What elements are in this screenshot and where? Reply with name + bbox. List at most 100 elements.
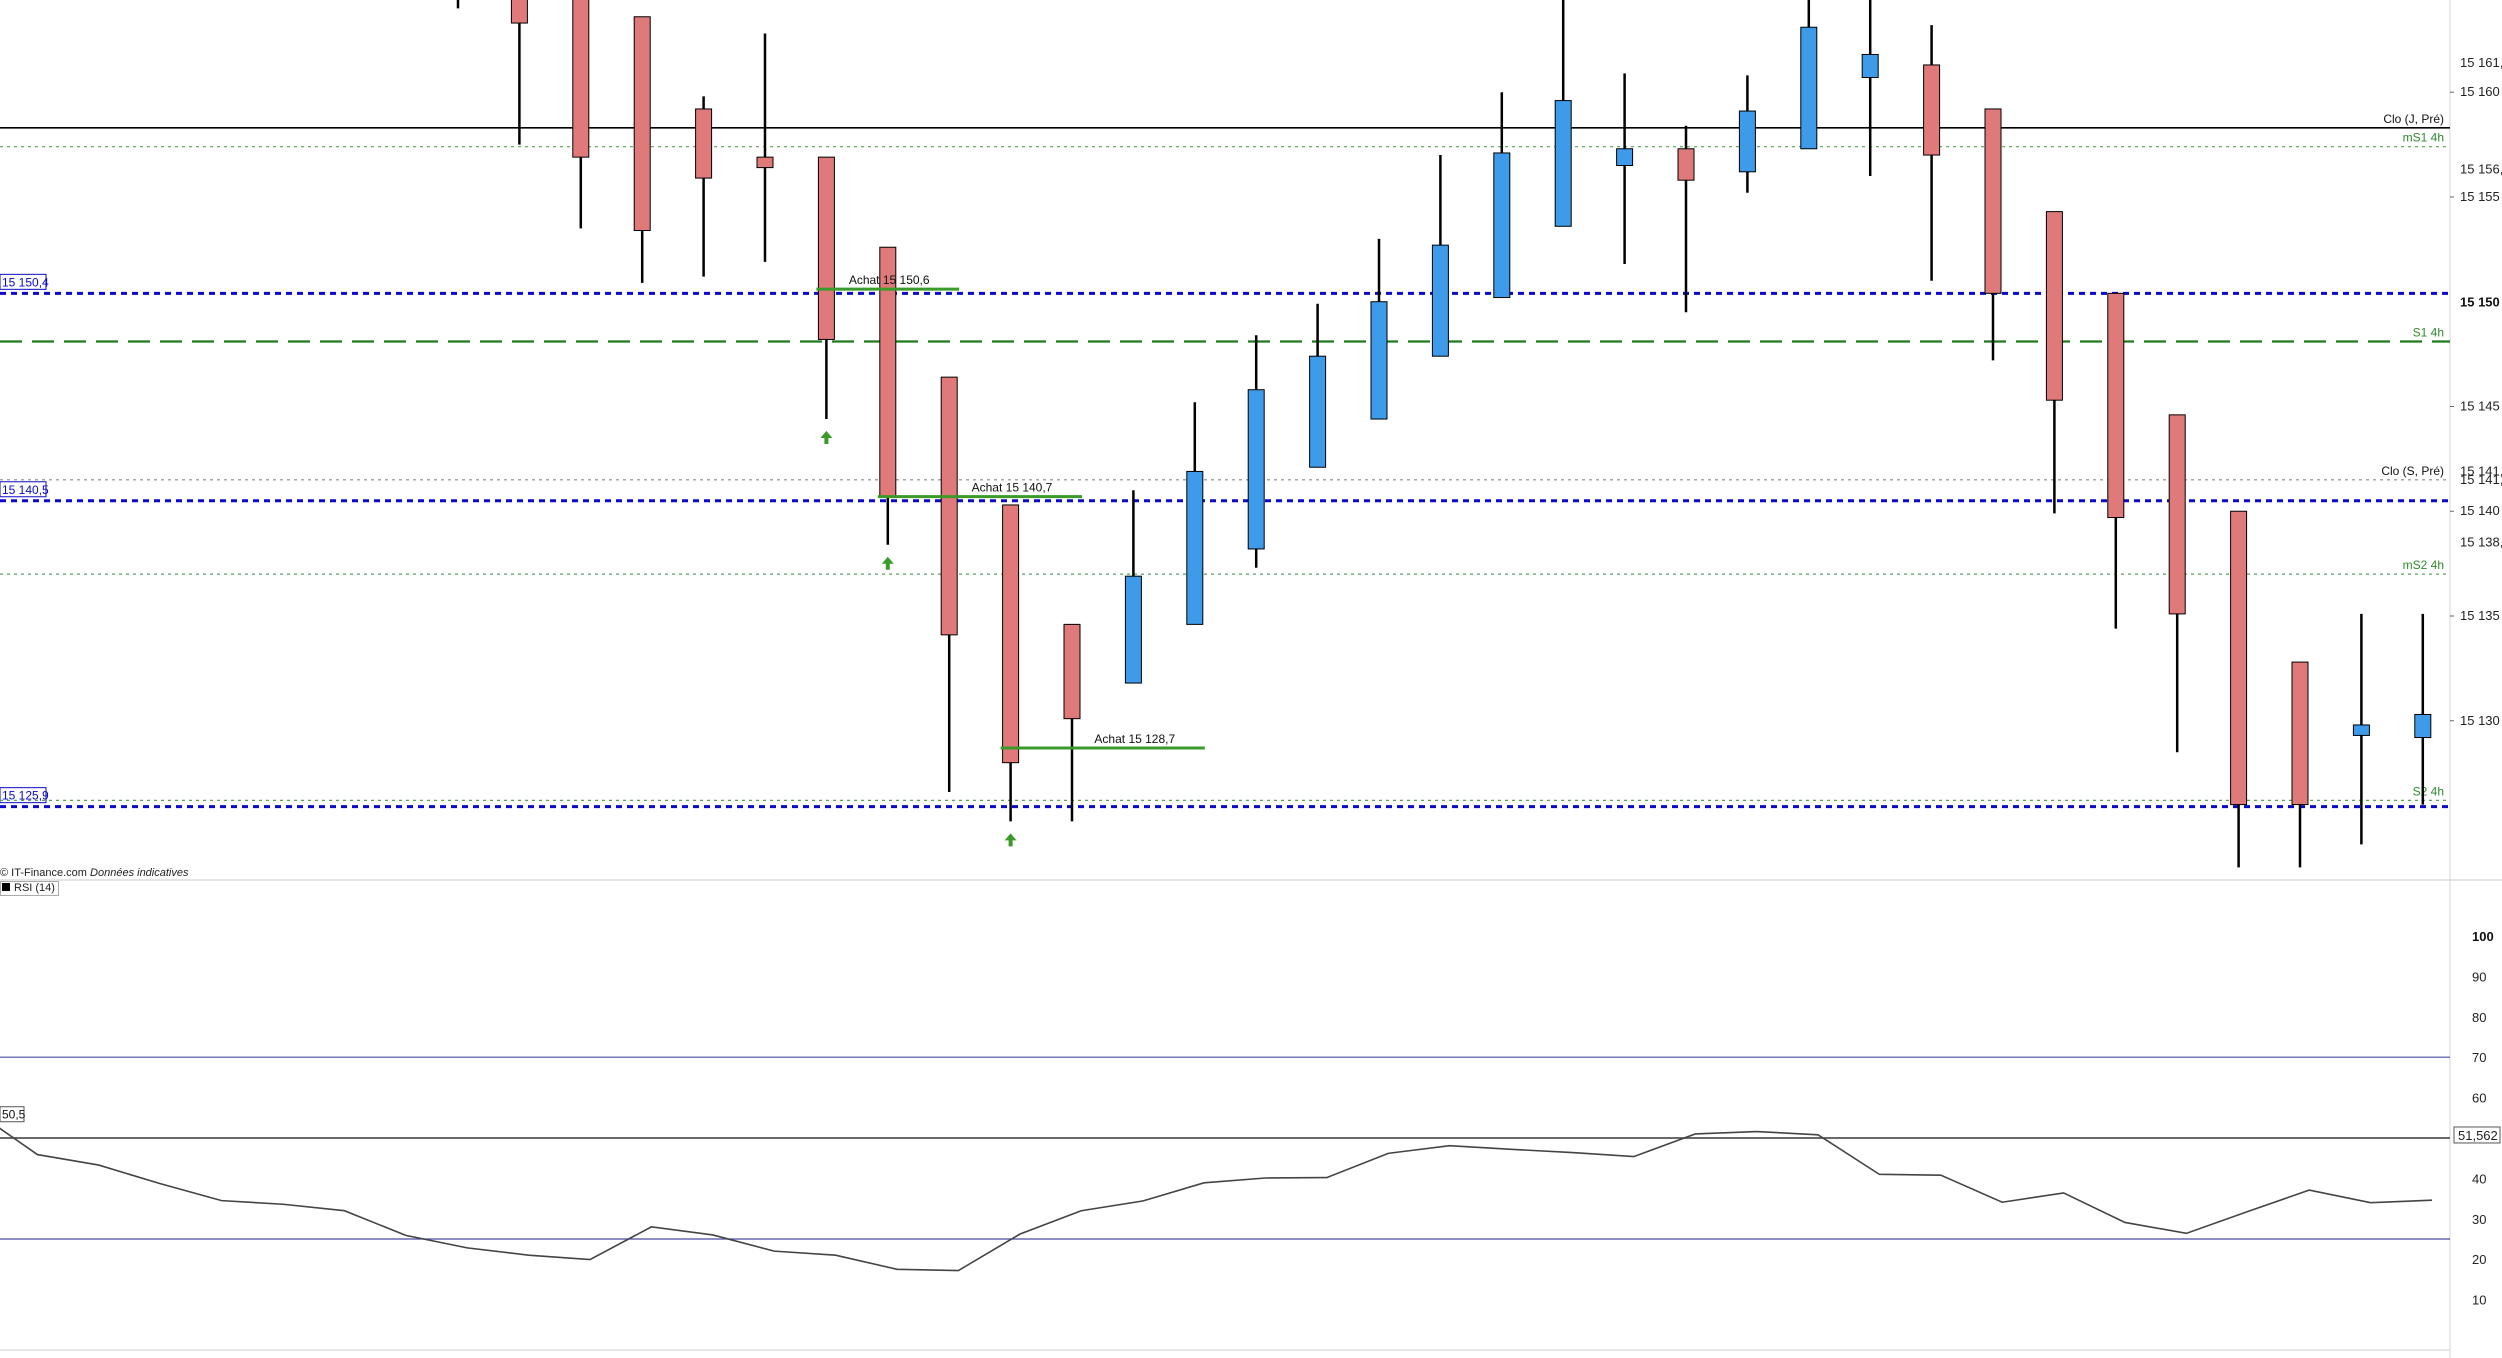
candle-body [756,156,774,169]
price-tick-label: 15 140 [2460,503,2500,518]
candle-bearish [940,376,958,792]
candle-body [817,156,835,340]
candle-body [1247,389,1265,550]
candle-body [1861,53,1879,79]
rsi-tick-label: 70 [2472,1050,2486,1065]
rsi-legend: RSI (14) [0,881,59,896]
candle-body [1063,623,1081,720]
rsi-tick-label: 30 [2472,1212,2486,1227]
candle-bullish [1738,75,1756,193]
candle-body [2045,211,2063,401]
candle-bearish [695,96,713,277]
price-tick-label: 15 155 [2460,189,2500,204]
rsi-tick-label: 90 [2472,969,2486,984]
candle-body [510,0,528,24]
candle-bullish [2352,613,2370,845]
candle-body [2352,724,2370,736]
candle-body [1370,301,1388,420]
candle-body [633,16,651,231]
candle-bullish [1370,238,1388,420]
rsi-legend-label: RSI (14) [14,882,55,894]
candle-body [1554,100,1572,227]
rsi-current-tag: 51,562 [2458,1128,2498,1143]
candle-body [695,108,713,179]
rsi-line [0,1127,2433,1272]
level-tag-label: 15 125,9 [2,789,49,803]
candle-bearish [2230,510,2248,868]
candle-body [1124,575,1142,684]
price-tick-label: 15 160 [2460,84,2500,99]
price-tag-label: 15 141,5 [2460,472,2502,487]
buy-order-label: Achat 15 128,7 [1094,732,1175,746]
price-tick-label: 15 135 [2460,608,2500,623]
level-label: Clo (S, Pré) [2381,464,2444,478]
rsi-legend-swatch [2,883,10,891]
candle-body [2230,510,2248,806]
price-tag-label: 15 156,3 [2460,162,2502,177]
candle-body [572,0,590,158]
credit-disclaimer: Données indicatives [90,867,189,879]
candle-bullish [1247,335,1265,568]
candle-bearish [1002,504,1020,822]
level-label: mS2 4h [2403,558,2444,572]
candle-bearish [1984,108,2002,361]
candle-body [2414,713,2432,739]
candle-bullish [1861,0,1879,176]
rsi-start-tag-box [0,1106,25,1123]
price-tag-label: 15 138,5 [2460,535,2502,550]
candle-bullish [1554,0,1572,227]
level-tag-box [0,273,47,290]
candle-bullish [1186,402,1204,625]
candle-bullish [1431,155,1449,357]
level-label: S2 4h [2413,784,2444,798]
price-tag-label: 15 141,9 [2460,463,2502,478]
candle-bearish [1923,25,1941,281]
buy-order-label: Achat 15 140,7 [972,481,1053,495]
rsi-start-tag: 50,5 [2,1108,26,1122]
price-tick-label-bold: 15 150 [2460,295,2500,310]
candle-bearish [2045,211,2063,514]
credit-notice: © IT-Finance.com Données indicatives [0,867,188,879]
level-tag-box [0,787,47,804]
rsi-tick-label: 20 [2472,1252,2486,1267]
candle-bearish [572,0,590,229]
candle-bearish [2168,414,2186,753]
level-label: Clo (J, Pré) [2383,112,2444,126]
level-tag-left: 15 140,5 [0,481,49,498]
candle-bearish [1677,125,1695,313]
candle-bearish [510,0,528,145]
level-tag-left: 15 150,4 [0,273,49,290]
rsi-tick-label: 60 [2472,1091,2486,1106]
candle-bullish [1800,0,1818,150]
candle-body [1186,470,1204,625]
buy-arrow-icon [1004,833,1017,847]
candle-body [1923,64,1941,156]
level-tag-label: 15 140,5 [2,483,49,497]
candle-body [2291,661,2309,806]
candle-bearish [633,16,651,283]
candle-bearish [1063,623,1081,822]
level-tag-label: 15 150,4 [2,275,49,289]
candle-body [1738,110,1756,173]
candle-bearish [756,33,774,262]
rsi-tick-label: 80 [2472,1010,2486,1025]
candle-bearish [2291,661,2309,868]
candle-bullish [1493,92,1511,299]
candle-bearish [456,0,460,9]
candle-body [1309,355,1327,468]
rsi-panel: 100 90 80 70 60 40 30 20 10 50,5 51,562 [0,929,2501,1351]
level-tag-box [0,481,47,498]
candle-body [1493,152,1511,299]
candle-body [1984,108,2002,294]
rsi-tick-label: 100 [2472,929,2494,944]
buy-arrow-icon [820,431,833,445]
price-tick-label: 15 130 [2460,713,2500,728]
rsi-tick-label: 40 [2472,1171,2486,1186]
candle-body [1431,244,1449,357]
candle-body [1800,26,1818,150]
candle-bullish [1124,490,1142,684]
candle-bullish [2414,613,2432,805]
level-label: mS1 4h [2403,131,2444,145]
buy-order-label: Achat 15 150,6 [849,273,930,287]
